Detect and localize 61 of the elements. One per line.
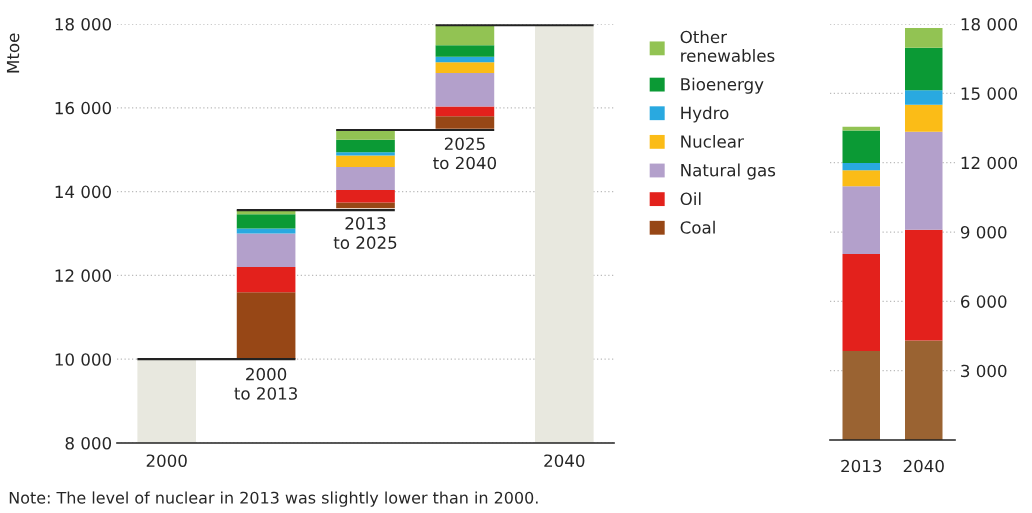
y-tick-label: 14 000 — [55, 185, 112, 199]
bar — [336, 130, 395, 140]
legend-label: Coal — [680, 220, 715, 234]
legend-label: Bioenergy — [681, 77, 764, 94]
bar — [336, 166, 395, 190]
bar — [435, 56, 495, 63]
bar — [905, 340, 943, 440]
bar — [435, 106, 495, 117]
legend-label: Hydro — [681, 106, 729, 123]
y-tick-label: 6 000 — [961, 295, 1007, 308]
bar — [236, 233, 296, 268]
x-tick-label: 2000 — [146, 454, 187, 468]
bar — [435, 73, 495, 107]
y-tick-label: 18 000 — [55, 17, 112, 31]
bar — [905, 131, 943, 230]
legend-label: Other renewables — [680, 30, 775, 62]
x-tick-label: 2013 — [841, 459, 882, 473]
bar — [435, 45, 495, 57]
bar — [435, 62, 495, 74]
text: Note: The level of nuclear in 2013 was slightly lower than in 2000. — [9, 491, 538, 507]
bar — [905, 229, 943, 341]
y-tick-label: 15 000 — [961, 87, 1018, 100]
bar — [842, 130, 880, 163]
bar — [842, 253, 880, 352]
bar — [842, 170, 880, 187]
x-tick-label: 2000 to 2013 — [234, 367, 297, 400]
y-tick-label: 9 000 — [960, 225, 1007, 239]
x-tick-label: 2040 — [544, 454, 585, 468]
y-tick-label: 10 000 — [55, 353, 112, 366]
y-tick-label: 16 000 — [55, 101, 112, 115]
bar — [905, 47, 943, 91]
bar — [905, 90, 943, 105]
bar — [842, 162, 880, 171]
bar — [905, 104, 943, 132]
x-tick-label: 2013 to 2025 — [333, 217, 397, 249]
bar — [236, 214, 296, 229]
bar — [435, 25, 495, 46]
y-tick-label: 3 000 — [961, 364, 1007, 378]
y-tick-label: 12 000 — [55, 269, 112, 282]
legend-label: Natural gas — [681, 163, 776, 180]
x-tick-label: 2040 — [903, 459, 944, 473]
y-tick-label: 18 000 — [961, 17, 1018, 31]
legend-label: Oil — [680, 192, 701, 206]
y-axis-title: Mtoe — [6, 33, 20, 73]
bar — [336, 189, 395, 203]
y-tick-label: 12 000 — [961, 156, 1018, 170]
bar — [336, 152, 395, 156]
bar — [336, 202, 395, 209]
bar — [336, 155, 395, 167]
bar — [435, 116, 495, 129]
bar — [905, 27, 943, 48]
legend-label: Nuclear — [681, 134, 744, 148]
bar — [236, 228, 296, 234]
bar — [236, 292, 296, 360]
y-tick-label: 8 000 — [65, 436, 112, 450]
bar — [842, 126, 880, 131]
x-tick-label: 2025 to 2040 — [433, 137, 497, 170]
bar — [336, 139, 395, 153]
bar — [842, 186, 880, 254]
bar — [236, 267, 296, 293]
bar — [842, 351, 880, 440]
